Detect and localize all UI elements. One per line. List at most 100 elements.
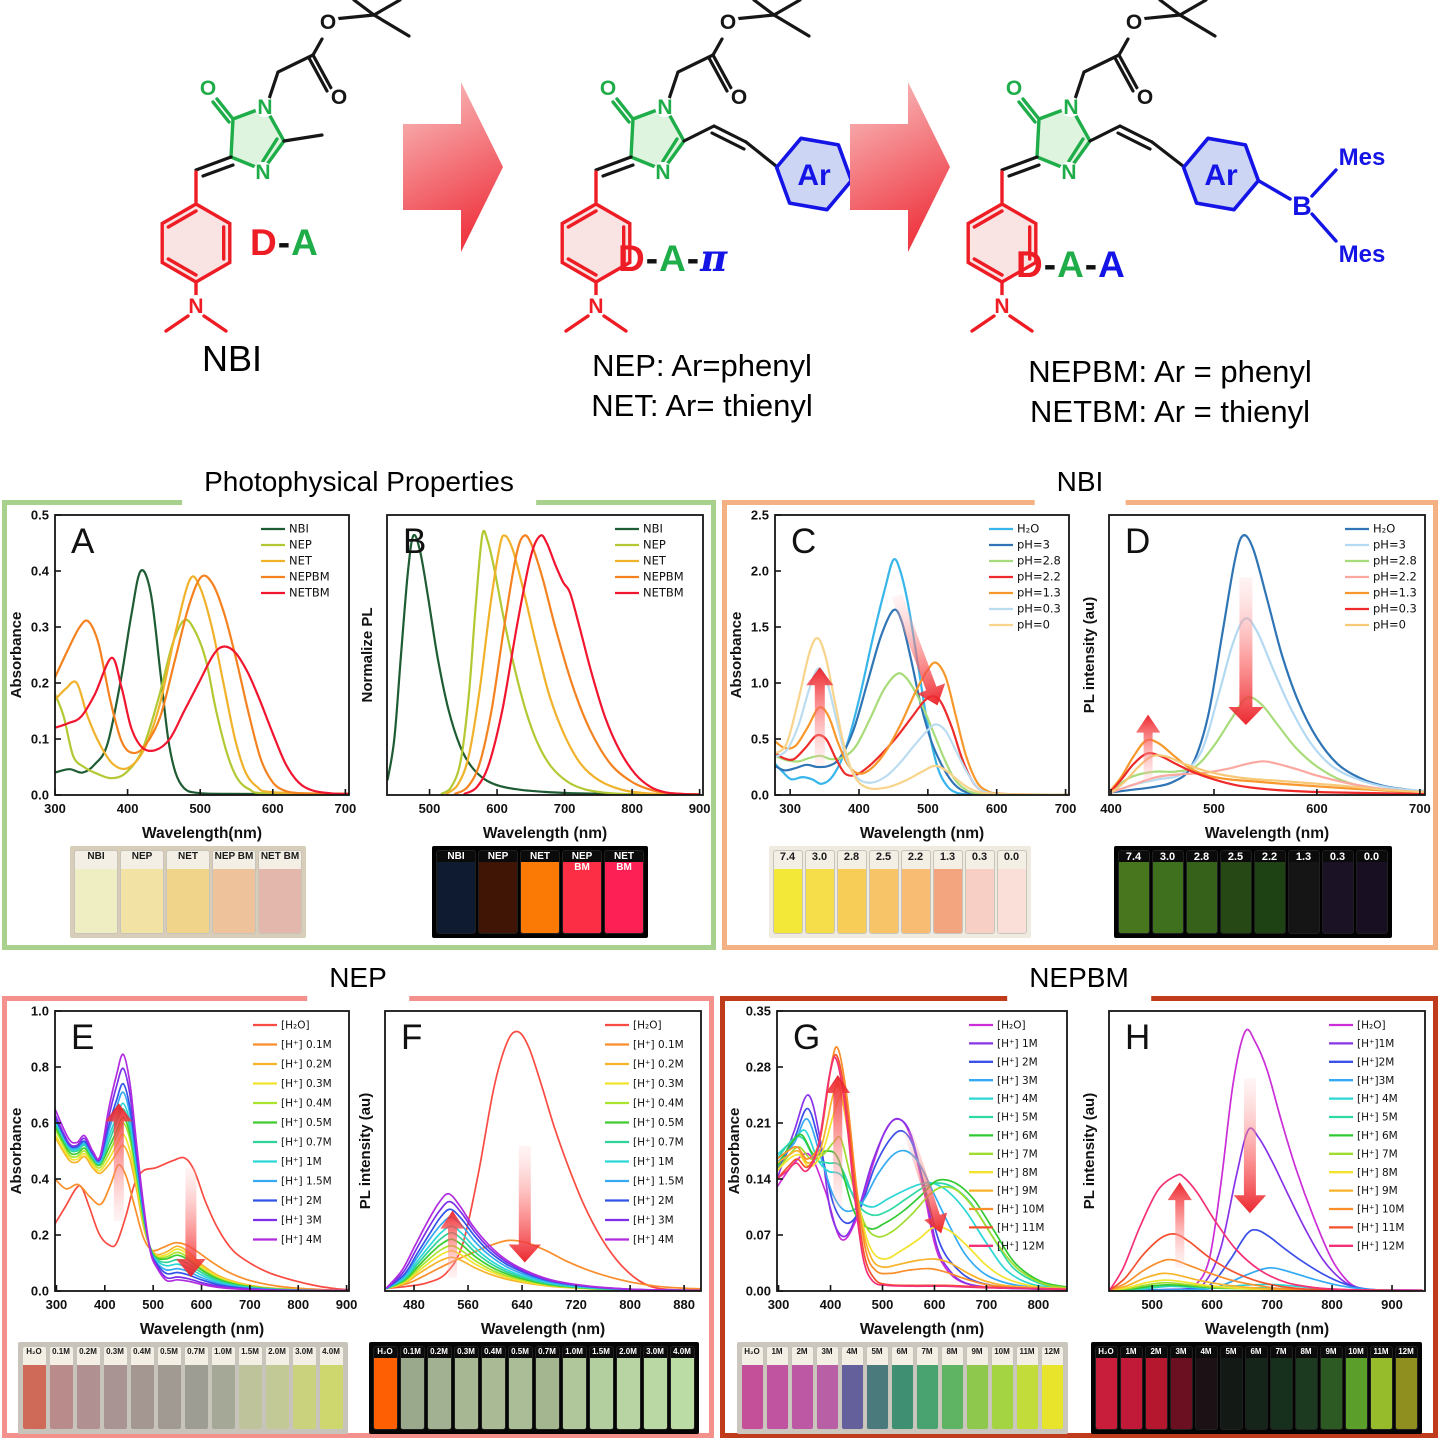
cuvette: 0.3M [102, 1346, 128, 1430]
cuvette-label: 1M [1125, 1347, 1137, 1356]
svg-text:600: 600 [1201, 1297, 1223, 1312]
cuvette-liquid [773, 869, 802, 933]
series-line [1110, 754, 1425, 794]
cuvette: 4M [840, 1346, 864, 1430]
cuvette: 1M [1119, 1346, 1143, 1430]
cuvette-label: 0.2M [430, 1347, 448, 1356]
legend-label: pH=2.2 [1017, 570, 1061, 584]
cuvette-liquid [508, 1358, 532, 1429]
cuvette-label: 0.2M [79, 1347, 97, 1356]
cuvette-label: 1.3 [1295, 851, 1312, 863]
chart-svg-D: 400 500 600 700 Wavelength (nm) PL intensity … [1081, 514, 1431, 842]
cuvette-liquid [805, 869, 834, 933]
series-line [1110, 617, 1425, 794]
cuvette-liquid [1016, 1365, 1038, 1429]
series-line [777, 1107, 1067, 1291]
cuvette-liquid [1145, 1358, 1167, 1429]
cuvette-label: 7M [1275, 1347, 1287, 1356]
cuvette: 1.5M [588, 1346, 614, 1430]
cuvette-label: 3.0 [811, 851, 828, 863]
legend-label: [H⁺] 0.5M [633, 1117, 684, 1129]
cuvette-liquid [437, 862, 475, 933]
cuvette: 8M [1294, 1346, 1318, 1430]
series-line [1109, 1173, 1423, 1291]
cuvette-label: 2.8 [1193, 851, 1210, 863]
series-line [445, 534, 701, 795]
trend-arrow [1228, 577, 1264, 725]
panel-letter: G [793, 1018, 820, 1057]
structure-caption-nbi: NBI [201, 338, 262, 379]
cuvette-label: 10M [1348, 1347, 1364, 1356]
panel-title: NEP [307, 960, 409, 1006]
legend-label: [H⁺] 8M [997, 1167, 1038, 1179]
legend-label: [H⁺] 4M [281, 1234, 322, 1246]
cuvette: 1.0M [561, 1346, 587, 1430]
cuvette: NET [166, 850, 210, 934]
cuvette-liquid [1041, 1365, 1063, 1429]
svg-text:0.14: 0.14 [746, 1172, 772, 1187]
legend-label: [H⁺]1M [1357, 1038, 1394, 1050]
cuvette-label: 0.3M [457, 1347, 475, 1356]
cuvette-label: 3M [1175, 1347, 1187, 1356]
cuvette: 6M [890, 1346, 914, 1430]
svg-text:Normalize PL: Normalize PL [361, 607, 376, 702]
cuvette-liquid [589, 1358, 613, 1429]
svg-text:400: 400 [848, 801, 870, 816]
cuvette-label: 0.1M [403, 1347, 421, 1356]
cuvette-label: 2.0M [619, 1347, 637, 1356]
trend-arrow [440, 1210, 465, 1278]
panel-nbi: NBI 300 400 500 600 700 0.0 0.5 1.0 1.5 2.0 2.5 Wav… [722, 464, 1438, 950]
legend-label: [H⁺] 0.2M [633, 1059, 684, 1071]
legend-label: [H⁺] 0.3M [633, 1078, 684, 1090]
cuvette-liquid [1270, 1358, 1292, 1429]
cuvette-label: 9M [971, 1347, 983, 1356]
svg-text:2.5: 2.5 [751, 508, 769, 523]
series-line [775, 558, 1069, 795]
cuvette: NEP [120, 850, 164, 934]
legend-label: [H⁺] 2M [281, 1195, 322, 1207]
legend-label: pH=3 [1017, 538, 1050, 552]
legend-label: NET [289, 554, 313, 568]
cuvette-liquid [941, 1365, 963, 1429]
series-line [775, 637, 1069, 795]
series-line [777, 1094, 1067, 1291]
svg-text:1.0: 1.0 [31, 1004, 49, 1019]
legend-label: [H⁺] 9M [1357, 1185, 1398, 1197]
svg-text:500: 500 [1141, 1297, 1163, 1312]
cuvette-label: 7M [921, 1347, 933, 1356]
cuvette-liquid [1370, 1358, 1392, 1429]
svg-text:0.07: 0.07 [746, 1228, 771, 1243]
cuvette: NET BM [604, 850, 644, 934]
chart-E: 300 400 500 600 700 800 900 0.0 0.2 0.4 0.6 0.8 1.0 W… [7, 1003, 357, 1341]
cuvette-liquid [1320, 1358, 1342, 1429]
cuvette-liquid [167, 869, 209, 933]
cuvette: 0.5M [156, 1346, 182, 1430]
caption-line: NET: Ar= thienyl [591, 388, 813, 424]
legend-label: [H⁺] 1M [281, 1156, 322, 1168]
svg-text:700: 700 [976, 1297, 998, 1312]
legend-label: [H⁺] 2M [633, 1195, 674, 1207]
cuvette-label: 4.0M [322, 1347, 340, 1356]
svg-text:0.00: 0.00 [746, 1284, 771, 1299]
svg-text:600: 600 [924, 1297, 946, 1312]
svg-text:700: 700 [554, 801, 576, 816]
legend-label: pH=2.8 [1017, 554, 1061, 568]
ar-label: Ar [797, 159, 831, 192]
svg-text:0.28: 0.28 [746, 1060, 771, 1075]
cuvette-liquid [1152, 862, 1183, 933]
cuvette: NBI [436, 850, 476, 934]
caption-line: NEPBM: Ar = phenyl [1028, 354, 1312, 389]
svg-text:400: 400 [1100, 801, 1122, 816]
legend-label: pH=0.3 [1373, 602, 1417, 616]
cuvette-liquid [741, 1365, 763, 1429]
cuvette: 7M [915, 1346, 939, 1430]
cuvette: 7.4 [1117, 850, 1150, 934]
cuvette-liquid [75, 869, 117, 933]
cuvette-label: H₂O [26, 1347, 42, 1356]
legend-label: [H⁺] 1.5M [281, 1176, 332, 1188]
cuvette: NET [520, 850, 560, 934]
cuvette: NBI [74, 850, 118, 934]
cuvette-label: 0.5M [511, 1347, 529, 1356]
series-line [775, 608, 1069, 795]
